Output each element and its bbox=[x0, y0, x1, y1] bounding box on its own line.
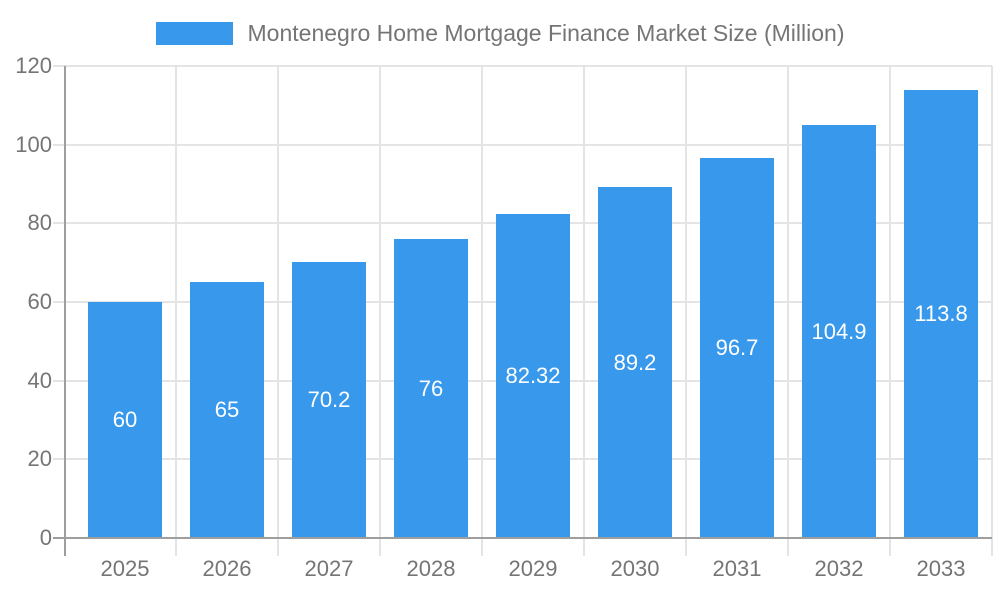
y-axis-tick-label: 60 bbox=[27, 289, 52, 314]
x-axis-line bbox=[53, 537, 992, 539]
x-axis-tick-label: 2025 bbox=[100, 556, 150, 581]
y-axis-tick-label: 20 bbox=[27, 446, 52, 472]
bar: 60 bbox=[88, 302, 162, 538]
bar: 96.7 bbox=[700, 157, 774, 538]
y-axis-tick-label: 0 bbox=[39, 525, 52, 550]
y-axis-line bbox=[64, 66, 66, 556]
gridline-x bbox=[991, 66, 993, 556]
bar: 89.2 bbox=[598, 187, 672, 538]
x-axis-tick-label: 2027 bbox=[304, 556, 354, 581]
gridline-y bbox=[53, 143, 992, 146]
y-axis-tick-label: 80 bbox=[27, 210, 52, 236]
legend-label: Montenegro Home Mortgage Finance Market … bbox=[247, 19, 845, 46]
bar-value-label: 82.32 bbox=[505, 363, 561, 389]
gridline-x bbox=[481, 66, 483, 556]
bar-value-label: 104.9 bbox=[811, 318, 867, 344]
gridline-y bbox=[53, 65, 992, 67]
x-axis-tick-label: 2026 bbox=[202, 556, 252, 581]
gridline-x bbox=[685, 66, 687, 556]
bar-value-label: 76 bbox=[418, 375, 444, 401]
x-axis-tick-label: 2032 bbox=[814, 556, 864, 581]
bar-value-label: 96.7 bbox=[715, 334, 759, 360]
gridline-x bbox=[175, 66, 177, 556]
x-axis-tick-label: 2031 bbox=[712, 556, 762, 581]
gridline-x bbox=[787, 66, 789, 556]
bar-value-label: 113.8 bbox=[914, 301, 968, 327]
x-axis-tick-label: 2030 bbox=[610, 556, 660, 581]
bar-value-label: 70.2 bbox=[307, 386, 351, 412]
bar: 76 bbox=[394, 239, 468, 538]
x-axis-tick-label: 2033 bbox=[916, 556, 966, 581]
gridline-x bbox=[379, 66, 381, 556]
y-axis-tick-label: 40 bbox=[27, 367, 52, 393]
bar: 113.8 bbox=[904, 90, 978, 538]
x-axis-tick-label: 2029 bbox=[508, 556, 558, 581]
legend-swatch-icon bbox=[155, 21, 233, 45]
gridline-x bbox=[277, 66, 279, 556]
bar-value-label: 65 bbox=[214, 397, 240, 423]
y-axis-tick-label: 120 bbox=[15, 53, 52, 78]
x-axis-tick-label: 2028 bbox=[406, 556, 456, 581]
bar: 70.2 bbox=[292, 261, 366, 538]
bar-value-label: 60 bbox=[112, 407, 138, 432]
bar-value-label: 89.2 bbox=[613, 349, 657, 375]
bar: 65 bbox=[190, 282, 264, 538]
bar: 104.9 bbox=[802, 125, 876, 538]
bar: 82.32 bbox=[496, 214, 570, 538]
chart-legend: Montenegro Home Mortgage Finance Market … bbox=[0, 20, 1000, 46]
gridline-x bbox=[889, 66, 891, 556]
gridline-x bbox=[583, 66, 585, 556]
y-axis-tick-label: 100 bbox=[15, 131, 52, 157]
